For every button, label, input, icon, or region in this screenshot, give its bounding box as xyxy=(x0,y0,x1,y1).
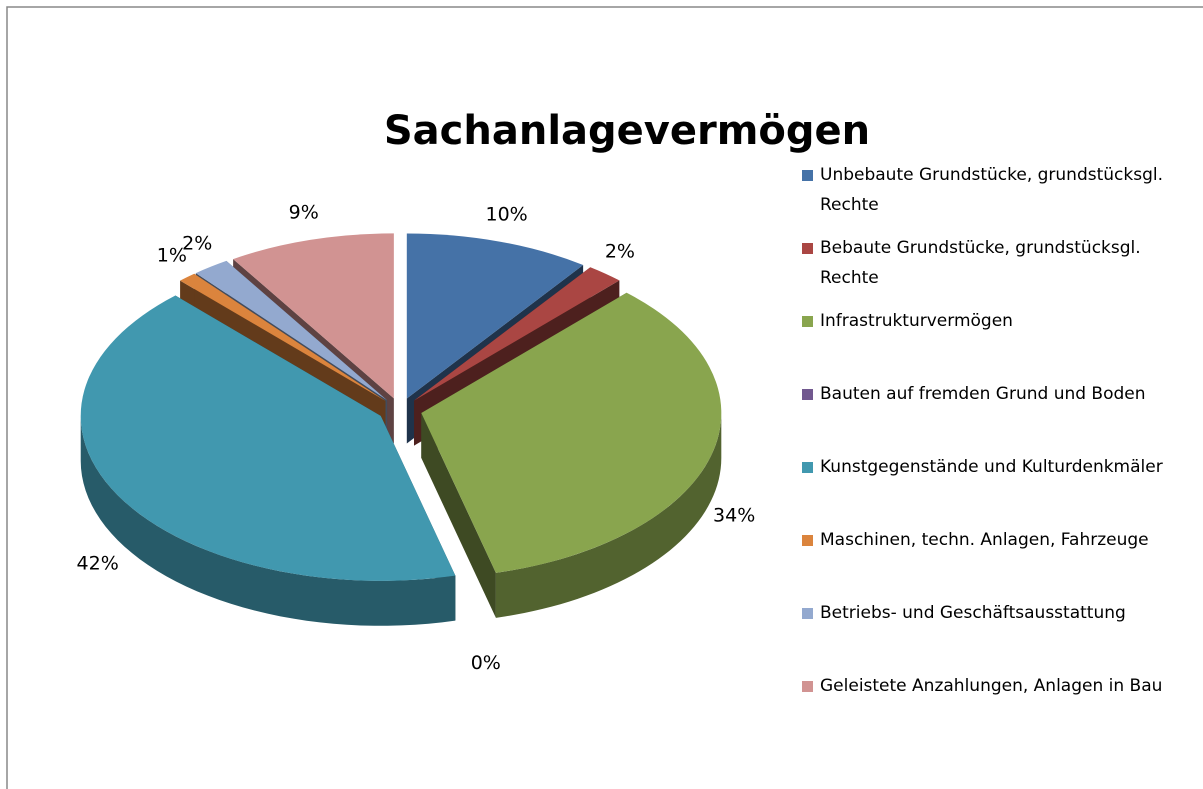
legend-item: Bebaute Grundstücke, grundstücksgl. Rech… xyxy=(800,233,1195,306)
legend: Unbebaute Grundstücke, grundstücksgl. Re… xyxy=(800,160,1195,744)
legend-swatch xyxy=(802,462,813,473)
legend-item: Kunstgegenstände und Kulturdenkmäler xyxy=(800,452,1195,525)
legend-label: Bebaute Grundstücke, grundstücksgl. Rech… xyxy=(820,238,1141,288)
legend-swatch xyxy=(802,608,813,619)
legend-label: Betriebs- und Geschäftsausstattung xyxy=(820,603,1126,623)
legend-label: Unbebaute Grundstücke, grundstücksgl. Re… xyxy=(820,165,1164,215)
data-label: 0% xyxy=(471,652,501,674)
legend-swatch xyxy=(802,316,813,327)
data-label: 2% xyxy=(182,233,212,255)
slice xyxy=(180,273,386,401)
slice-side xyxy=(495,413,722,618)
legend-label: Maschinen, techn. Anlagen, Fahrzeuge xyxy=(820,530,1149,550)
slice xyxy=(414,267,620,401)
legend-item: Bauten auf fremden Grund und Boden xyxy=(800,379,1195,452)
data-label: 9% xyxy=(289,202,319,224)
slice xyxy=(421,292,722,573)
legend-label: Kunstgegenstände und Kulturdenkmäler xyxy=(820,457,1163,477)
legend-swatch xyxy=(802,681,813,692)
slice-side xyxy=(80,415,456,626)
slice xyxy=(233,233,394,399)
slice-wall xyxy=(421,413,496,618)
legend-item: Maschinen, techn. Anlagen, Fahrzeuge xyxy=(800,525,1195,598)
legend-item: Unbebaute Grundstücke, grundstücksgl. Re… xyxy=(800,160,1195,233)
legend-item: Infrastrukturvermögen xyxy=(800,306,1195,379)
chart-border xyxy=(6,6,1203,789)
legend-item: Betriebs- und Geschäftsausstattung xyxy=(800,598,1195,671)
legend-item: Geleistete Anzahlungen, Anlagen in Bau xyxy=(800,671,1195,744)
legend-label: Bauten auf fremden Grund und Boden xyxy=(820,384,1146,404)
slice xyxy=(80,295,456,581)
legend-swatch xyxy=(802,389,813,400)
slice xyxy=(406,233,584,399)
legend-label: Infrastrukturvermögen xyxy=(820,311,1013,331)
data-label: 1% xyxy=(157,245,187,267)
data-label: 34% xyxy=(713,504,755,526)
data-label: 10% xyxy=(485,204,527,226)
legend-swatch xyxy=(802,535,813,546)
legend-label: Geleistete Anzahlungen, Anlagen in Bau xyxy=(820,676,1163,696)
chart-title: Sachanlagevermögen xyxy=(384,108,870,154)
legend-swatch xyxy=(802,170,813,181)
data-label: 2% xyxy=(605,241,635,263)
legend-swatch xyxy=(802,243,813,254)
data-label: 42% xyxy=(77,552,119,574)
slice xyxy=(195,260,388,401)
